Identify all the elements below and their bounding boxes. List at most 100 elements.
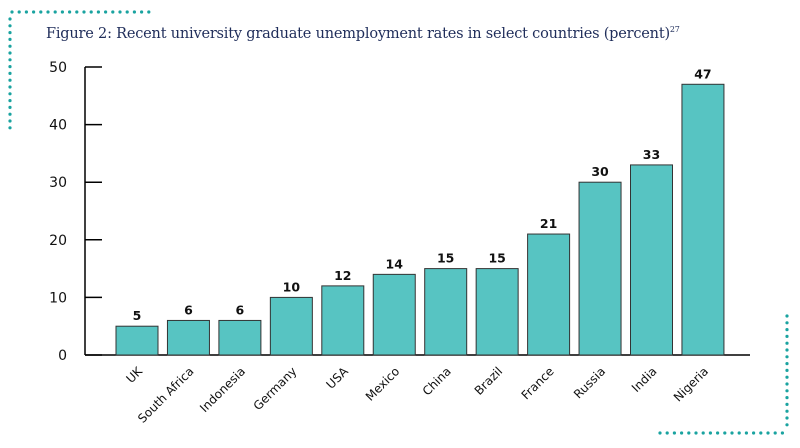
decorative-dot xyxy=(8,78,12,82)
decorative-dot xyxy=(785,396,789,400)
decorative-dot xyxy=(147,10,151,14)
data-label: 15 xyxy=(437,251,454,266)
decorative-dot xyxy=(752,431,756,435)
decorative-dot xyxy=(785,389,789,393)
decorative-dot xyxy=(785,375,789,379)
decorative-dot xyxy=(53,10,57,14)
data-label: 15 xyxy=(488,251,505,266)
data-label: 6 xyxy=(184,302,193,317)
decorative-dot xyxy=(665,431,669,435)
decorative-dot xyxy=(8,44,12,48)
decorative-dot xyxy=(785,362,789,366)
data-label: 21 xyxy=(540,216,557,231)
decorative-dot xyxy=(701,431,705,435)
data-label: 10 xyxy=(283,279,301,294)
decorative-dot xyxy=(766,431,770,435)
bar xyxy=(166,319,210,356)
decorative-dot xyxy=(785,348,789,352)
decorative-dot xyxy=(723,431,727,435)
bar xyxy=(475,268,519,356)
bar xyxy=(578,181,622,356)
decorative-dot xyxy=(8,37,12,42)
decorative-dot xyxy=(785,423,789,427)
decorative-dot xyxy=(658,431,662,435)
x-tick-label: Indonesia xyxy=(197,364,248,415)
footnote-marker: 27 xyxy=(669,25,680,34)
decorative-dot xyxy=(8,51,12,55)
decorative-dot xyxy=(39,10,43,14)
bar xyxy=(527,233,571,356)
decorative-dot xyxy=(17,10,21,14)
chart-title: Figure 2: Recent university graduate une… xyxy=(46,25,680,42)
decorative-dot xyxy=(140,10,144,14)
x-tick-label: France xyxy=(519,364,557,402)
decorative-dot xyxy=(785,382,789,386)
decorative-dot xyxy=(104,10,108,14)
decorative-dot xyxy=(118,10,122,14)
decorative-dot xyxy=(31,10,36,14)
decorative-dot xyxy=(785,334,789,338)
decorative-dot xyxy=(8,105,12,109)
decorative-dot xyxy=(8,126,12,130)
x-tick-label: India xyxy=(629,364,660,395)
decorative-dot xyxy=(8,71,12,75)
decorative-dot xyxy=(8,119,12,123)
decorative-dot xyxy=(8,99,12,103)
decorative-dot xyxy=(132,10,136,14)
decorative-dot xyxy=(75,10,79,14)
data-label: 47 xyxy=(694,66,711,81)
bar xyxy=(630,164,673,356)
decorative-dot xyxy=(96,10,100,14)
decorative-dot xyxy=(737,431,741,435)
decorative-dot xyxy=(785,416,789,420)
decorative-dot xyxy=(46,10,50,14)
data-label: 33 xyxy=(643,147,660,162)
y-tick-label: 20 xyxy=(49,233,67,249)
x-tick-label: Brazil xyxy=(472,364,506,398)
decorative-dot xyxy=(680,431,684,435)
decorative-dot xyxy=(8,17,12,21)
decorative-dot xyxy=(82,10,86,14)
decorative-dot xyxy=(10,10,14,14)
x-tick-label: Russia xyxy=(571,364,608,401)
decorative-dot xyxy=(89,10,93,14)
x-tick-label: China xyxy=(420,364,454,398)
x-tick-label: Mexico xyxy=(363,364,403,404)
decorative-dot xyxy=(8,112,12,116)
decorative-dot xyxy=(785,402,789,406)
decorative-dot xyxy=(785,328,789,332)
y-tick-label: 0 xyxy=(58,348,67,364)
bar xyxy=(681,83,725,356)
data-label: 14 xyxy=(386,256,404,271)
x-tick-label: Germany xyxy=(251,364,300,413)
bar xyxy=(269,296,313,356)
decorative-dot xyxy=(8,85,12,89)
decorative-dot xyxy=(759,431,763,435)
decorative-dot xyxy=(785,321,789,325)
decorative-dot xyxy=(730,431,734,435)
title-text: Figure 2: Recent university graduate une… xyxy=(46,25,670,42)
y-tick-label: 40 xyxy=(49,118,67,134)
y-tick-label: 10 xyxy=(49,290,67,306)
y-tick-label: 30 xyxy=(49,175,67,191)
decorative-dot xyxy=(785,355,789,359)
decorative-dot xyxy=(687,431,691,435)
decorative-dot xyxy=(785,409,789,413)
decorative-dot xyxy=(8,92,12,96)
bar xyxy=(424,268,468,356)
x-tick-label: USA xyxy=(323,364,351,392)
bar xyxy=(218,319,262,356)
decorative-dot xyxy=(125,10,129,14)
y-tick-label: 50 xyxy=(49,60,67,76)
bar xyxy=(321,285,365,356)
decorative-dot xyxy=(694,431,698,435)
decorative-dot xyxy=(785,314,789,318)
decorative-dot xyxy=(785,368,789,372)
x-tick-label: UK xyxy=(123,363,145,385)
data-label: 12 xyxy=(334,268,351,283)
decorative-dot xyxy=(24,10,28,14)
decorative-dot xyxy=(780,431,785,435)
decorative-dot xyxy=(8,58,12,62)
decorative-dot xyxy=(60,10,64,14)
